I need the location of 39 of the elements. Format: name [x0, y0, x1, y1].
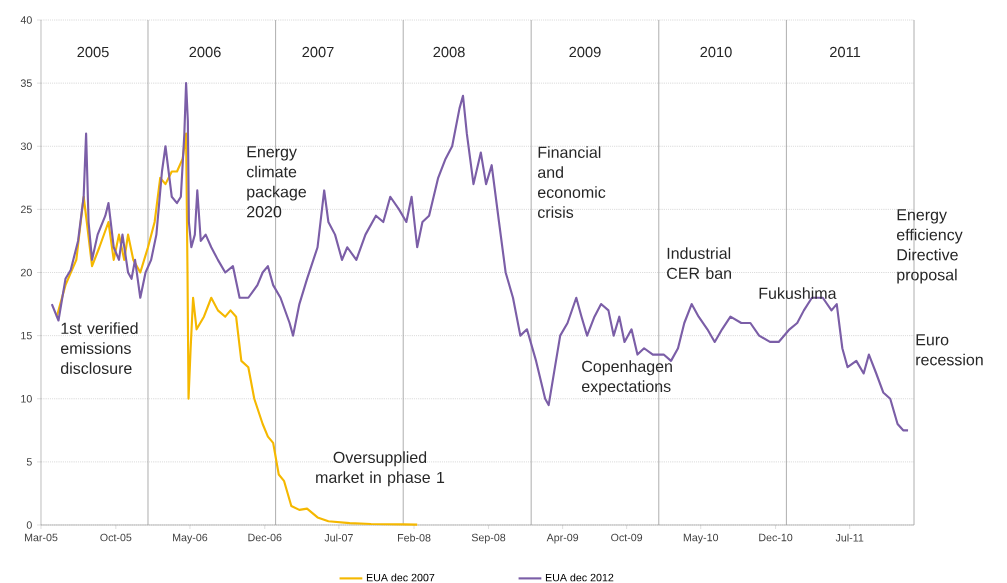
annotation: Energy efficiency Directive proposal [896, 209, 963, 284]
y-tick-label: 0 [26, 521, 32, 529]
x-tick-label: Oct-05 [100, 533, 132, 542]
x-tick-label: Dec-06 [248, 533, 282, 542]
annotation: 2008 [433, 46, 465, 58]
annotation: 2007 [302, 46, 334, 58]
annotation: Oversupplied market in phase 1 [316, 451, 445, 487]
text: Euro recession [916, 334, 983, 366]
y-tick-label: 40 [20, 16, 32, 24]
annotation: Copenhagen expectations [581, 360, 672, 396]
x-tick-label: Oct-09 [611, 533, 643, 542]
y-tick-label: 15 [21, 331, 32, 340]
y-tick-label: 30 [20, 142, 32, 151]
x-tick-label: Jul-11 [835, 533, 864, 542]
annotation: 2011 [830, 46, 861, 58]
x-tick-label: Jul-07 [324, 533, 353, 542]
annotation: 2009 [569, 46, 601, 58]
annotation: Financial and economic crisis [537, 146, 606, 218]
y-tick-label: 10 [21, 394, 32, 403]
x-tick-label: May-10 [683, 533, 719, 544]
x-tick-label: Apr-09 [546, 533, 579, 544]
y-tick-label: 25 [20, 205, 32, 214]
annotation: 2010 [700, 46, 732, 58]
annotation: 1st verified emissions disclosure [60, 322, 138, 374]
annotation: Industrial CER ban [667, 247, 732, 279]
x-tick-label: Feb-08 [398, 533, 431, 542]
x-tick-label: Dec-10 [759, 533, 793, 542]
annotation: Fukushima [759, 287, 837, 299]
y-tick-label: 5 [26, 458, 32, 466]
y-tick-label: 20 [20, 268, 32, 277]
legend-label: EUA dec 2012 [545, 573, 614, 582]
y-tick-label: 35 [20, 79, 32, 87]
legend-label: EUA dec 2007 [366, 573, 435, 582]
x-tick-label: Mar-05 [24, 533, 58, 542]
x-tick-label: May-06 [173, 533, 208, 544]
x-tick-label: Sep-08 [471, 533, 506, 544]
annotation: 2006 [189, 46, 221, 58]
annotation: 2005 [77, 46, 109, 58]
annotation: Energy climate package 2020 [246, 146, 307, 218]
